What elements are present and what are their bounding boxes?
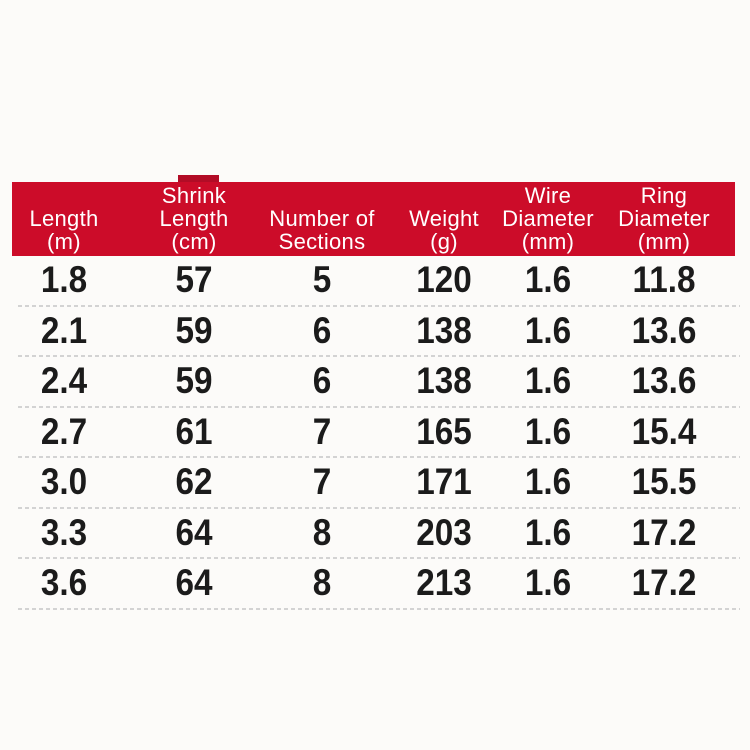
cell-length: 3.3: [40, 511, 88, 553]
header-line: (m): [47, 229, 81, 254]
table-row: 3.3 64 8 203 1.6 17.2: [0, 509, 750, 560]
cell-shrink-length: 59: [175, 309, 213, 351]
cell-shrink-length: 61: [175, 410, 213, 452]
header-line: (mm): [521, 229, 575, 254]
cell-weight: 171: [416, 461, 472, 503]
header-line: Diameter: [618, 206, 710, 231]
header-cell-number-of-sections: Number of Sections: [269, 207, 374, 253]
cell-weight: 138: [416, 360, 472, 402]
cell-sections: 6: [312, 309, 332, 351]
header-line: Diameter: [502, 206, 594, 231]
cell-wire-diameter: 1.6: [524, 259, 572, 301]
cell-wire-diameter: 1.6: [524, 562, 572, 604]
cell-shrink-length: 64: [175, 562, 213, 604]
cell-weight: 120: [416, 259, 472, 301]
cell-length: 3.6: [40, 562, 88, 604]
header-line: Wire: [524, 183, 572, 208]
header-cell-shrink-length: Shrink Length (cm): [159, 184, 228, 253]
header-line: Length: [159, 206, 229, 231]
cell-ring-diameter: 17.2: [631, 511, 697, 553]
cell-ring-diameter: 13.6: [631, 360, 697, 402]
table-header: Length (m) Shrink Length (cm) Number of …: [12, 182, 735, 256]
cell-weight: 213: [416, 562, 472, 604]
cell-wire-diameter: 1.6: [524, 309, 572, 351]
cell-sections: 8: [312, 562, 332, 604]
table-row: 2.4 59 6 138 1.6 13.6: [0, 357, 750, 408]
header-notch: [178, 175, 219, 185]
cell-ring-diameter: 17.2: [631, 562, 697, 604]
cell-sections: 8: [312, 511, 332, 553]
header-cell-wire-diameter: Wire Diameter (mm): [502, 184, 594, 253]
table-body: 1.8 57 5 120 1.6 11.8 2.1 59 6 138 1.6 1…: [0, 256, 750, 610]
header-line: Ring: [640, 183, 688, 208]
table-row: 2.7 61 7 165 1.6 15.4: [0, 408, 750, 459]
table-row: 1.8 57 5 120 1.6 11.8: [0, 256, 750, 307]
header-line: (cm): [171, 229, 217, 254]
cell-sections: 7: [312, 461, 332, 503]
cell-sections: 7: [312, 410, 332, 452]
header-cell-weight: Weight (g): [409, 207, 479, 253]
cell-wire-diameter: 1.6: [524, 410, 572, 452]
header-line: Number of: [269, 206, 375, 231]
header-line: (g): [430, 229, 458, 254]
header-line: Sections: [278, 229, 366, 254]
cell-wire-diameter: 1.6: [524, 461, 572, 503]
table-row: 3.6 64 8 213 1.6 17.2: [0, 559, 750, 610]
cell-shrink-length: 59: [175, 360, 213, 402]
header-line: (mm): [637, 229, 691, 254]
header-line: Length: [29, 206, 99, 231]
header-cell-ring-diameter: Ring Diameter (mm): [618, 184, 710, 253]
cell-ring-diameter: 13.6: [631, 309, 697, 351]
cell-length: 2.1: [40, 309, 88, 351]
cell-weight: 138: [416, 309, 472, 351]
cell-wire-diameter: 1.6: [524, 511, 572, 553]
cell-length: 2.4: [40, 360, 88, 402]
cell-shrink-length: 62: [175, 461, 213, 503]
cell-wire-diameter: 1.6: [524, 360, 572, 402]
cell-weight: 165: [416, 410, 472, 452]
cell-ring-diameter: 15.5: [631, 461, 697, 503]
header-line: Shrink: [161, 183, 227, 208]
header-line: Weight: [409, 206, 479, 231]
cell-length: 3.0: [40, 461, 88, 503]
header-cell-length: Length (m): [29, 207, 98, 253]
table-row: 3.0 62 7 171 1.6 15.5: [0, 458, 750, 509]
cell-sections: 5: [312, 259, 332, 301]
cell-shrink-length: 57: [175, 259, 213, 301]
cell-weight: 203: [416, 511, 472, 553]
cell-ring-diameter: 15.4: [631, 410, 697, 452]
cell-shrink-length: 64: [175, 511, 213, 553]
cell-sections: 6: [312, 360, 332, 402]
cell-ring-diameter: 11.8: [632, 259, 696, 301]
cell-length: 2.7: [40, 410, 88, 452]
table-row: 2.1 59 6 138 1.6 13.6: [0, 307, 750, 358]
cell-length: 1.8: [40, 259, 88, 301]
